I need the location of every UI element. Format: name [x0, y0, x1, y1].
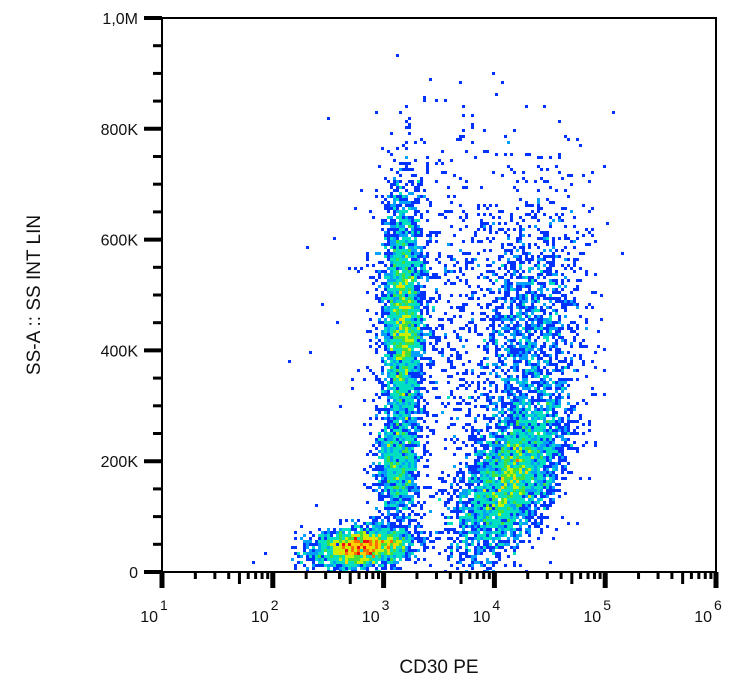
x-tick-label: 102: [251, 597, 279, 626]
y-tick-label: 600K: [101, 233, 139, 250]
x-axis: 101 102 103 104 105 106: [140, 572, 722, 626]
x-tick-label: 105: [583, 597, 611, 626]
x-tick-label: 106: [694, 597, 722, 626]
y-tick-label: 800K: [101, 122, 139, 139]
x-tick-label: 104: [473, 597, 501, 626]
density-points: [252, 54, 624, 573]
y-axis-title: SS-A :: SS INT LIN: [24, 215, 45, 375]
x-axis-title: CD30 PE: [399, 657, 478, 678]
y-tick-label: 1,0M: [102, 11, 138, 28]
y-tick-label: 400K: [101, 343, 139, 360]
x-tick-label: 101: [140, 597, 168, 626]
y-tick-label: 200K: [101, 454, 139, 471]
y-tick-label: 0: [129, 565, 138, 582]
x-tick-label: 103: [362, 597, 390, 626]
y-axis: 0 200K 400K 600K 800K 1,0M: [101, 11, 162, 582]
